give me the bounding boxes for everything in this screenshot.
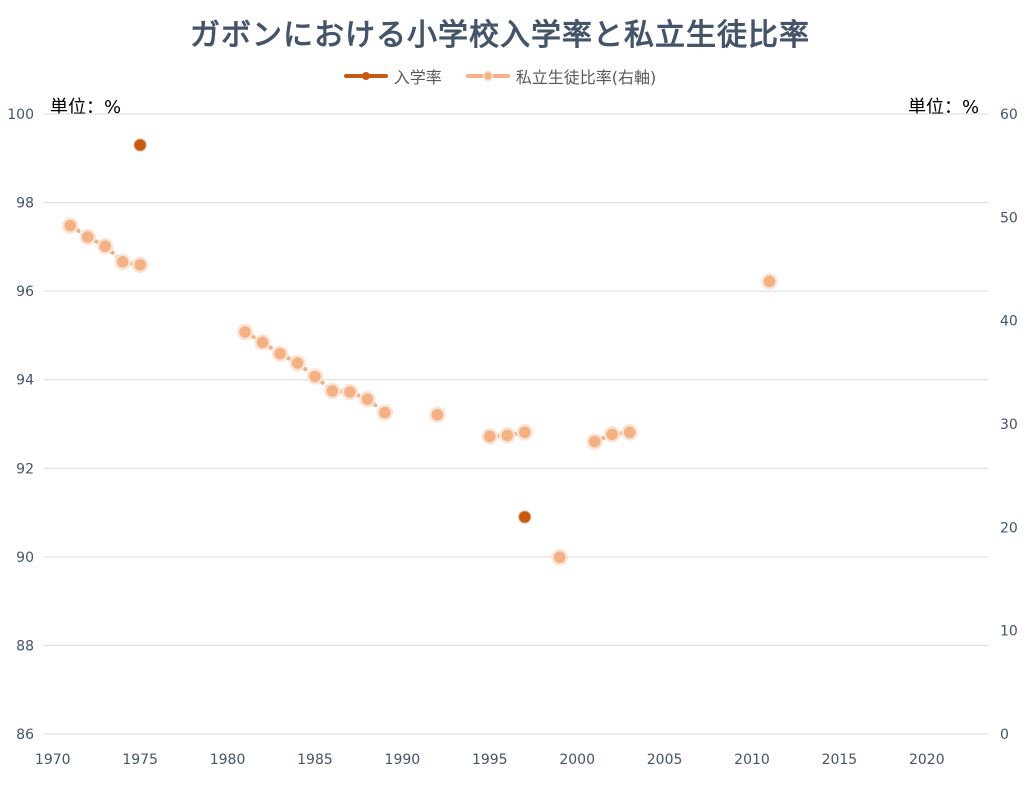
series-1-point (621, 424, 638, 441)
x-tick-label: 2005 (647, 752, 683, 768)
series-1-point (271, 345, 289, 362)
series-1-point (131, 256, 149, 274)
legend-label-enrollment: 入学率 (393, 68, 442, 87)
x-tick-label: 1975 (122, 752, 158, 768)
y-left-tick-label: 88 (16, 638, 34, 654)
y-left-tick-label: 86 (16, 727, 34, 743)
y-right-tick-label: 0 (1000, 727, 1009, 743)
series-1-point (324, 382, 341, 400)
series-1-point (96, 238, 114, 255)
series-1-point (481, 428, 499, 445)
series-0-point (133, 138, 147, 152)
y-right-tick-label: 60 (1000, 107, 1018, 123)
series-1-point (289, 354, 306, 372)
x-tick-label: 1990 (385, 752, 421, 768)
series-0-point (518, 510, 532, 524)
series-1-point (761, 273, 778, 290)
series-1-point (306, 368, 324, 385)
series-1-point (236, 323, 254, 341)
series-1-point (359, 390, 376, 408)
y-left-tick-label: 96 (16, 284, 34, 300)
y-right-tick-label: 30 (1000, 417, 1018, 433)
series-1-point (499, 427, 516, 444)
legend: 入学率 私立生徒比率(右軸) (0, 64, 1000, 88)
x-tick-label: 1980 (210, 752, 246, 768)
x-tick-label: 2020 (909, 752, 945, 768)
series-1-point (586, 433, 603, 450)
series-1-point (254, 334, 271, 351)
legend-marker-private-ratio (465, 70, 510, 82)
series-1-point (61, 217, 79, 234)
series-1-point (429, 406, 446, 423)
legend-item-enrollment[interactable]: 入学率 (343, 64, 442, 88)
x-tick-label: 2000 (559, 752, 595, 768)
series-1-point (376, 404, 394, 421)
x-tick-label: 1985 (297, 752, 333, 768)
y-left-tick-label: 90 (16, 550, 34, 566)
series-1-point (603, 426, 621, 443)
right-unit-label: 単位：% (908, 97, 980, 118)
y-right-tick-label: 10 (1000, 624, 1018, 640)
x-tick-label: 1970 (35, 752, 71, 768)
series-1-point (79, 228, 96, 246)
left-unit-label: 単位：% (50, 97, 122, 118)
x-tick-label: 2010 (734, 752, 770, 768)
series-1-point (341, 383, 359, 401)
y-right-tick-label: 40 (1000, 314, 1018, 330)
y-left-tick-label: 98 (16, 196, 34, 212)
y-right-tick-label: 50 (1000, 210, 1018, 226)
legend-marker-enrollment (343, 72, 388, 80)
y-left-tick-label: 94 (16, 373, 34, 389)
legend-label-private-ratio: 私立生徒比率(右軸) (515, 68, 657, 87)
y-left-tick-label: 100 (7, 107, 34, 123)
y-left-tick-label: 92 (16, 461, 34, 477)
y-right-tick-label: 20 (1000, 520, 1018, 536)
x-tick-label: 2015 (822, 752, 858, 768)
x-tick-label: 1995 (472, 752, 508, 768)
legend-item-private-ratio[interactable]: 私立生徒比率(右軸) (465, 64, 657, 88)
chart-title: ガボンにおける小学校入学率と私立生徒比率 (190, 18, 810, 53)
series-1-point (551, 549, 568, 566)
series-1-point (114, 253, 131, 271)
series-1-point (516, 424, 533, 441)
